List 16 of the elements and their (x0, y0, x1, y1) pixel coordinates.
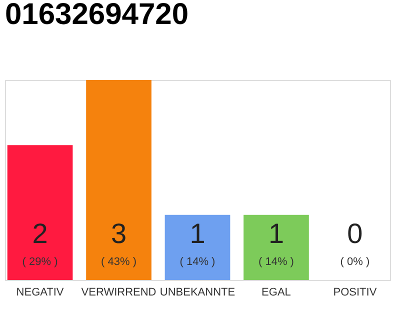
data-label: ( 29% ) (22, 256, 58, 268)
annotation: 0 (347, 218, 363, 249)
annotation: 1 (268, 218, 284, 249)
chart-title: 01632694720 (5, 0, 189, 31)
x-tick-label: POSITIV (333, 286, 378, 298)
data-label: ( 0% ) (340, 256, 370, 268)
data-label: ( 43% ) (101, 256, 136, 268)
x-tick-label: VERWIRREND (81, 286, 156, 298)
annotation: 3 (110, 218, 127, 249)
x-tick-label: EGAL (262, 286, 291, 298)
x-tick-label: NEGATIV (16, 286, 64, 298)
annotation: 2 (32, 218, 48, 249)
data-label: ( 14% ) (180, 256, 216, 268)
x-tick-label: UNBEKANNTE (160, 286, 236, 298)
annotation: 1 (190, 218, 206, 249)
data-label: ( 14% ) (258, 256, 294, 268)
